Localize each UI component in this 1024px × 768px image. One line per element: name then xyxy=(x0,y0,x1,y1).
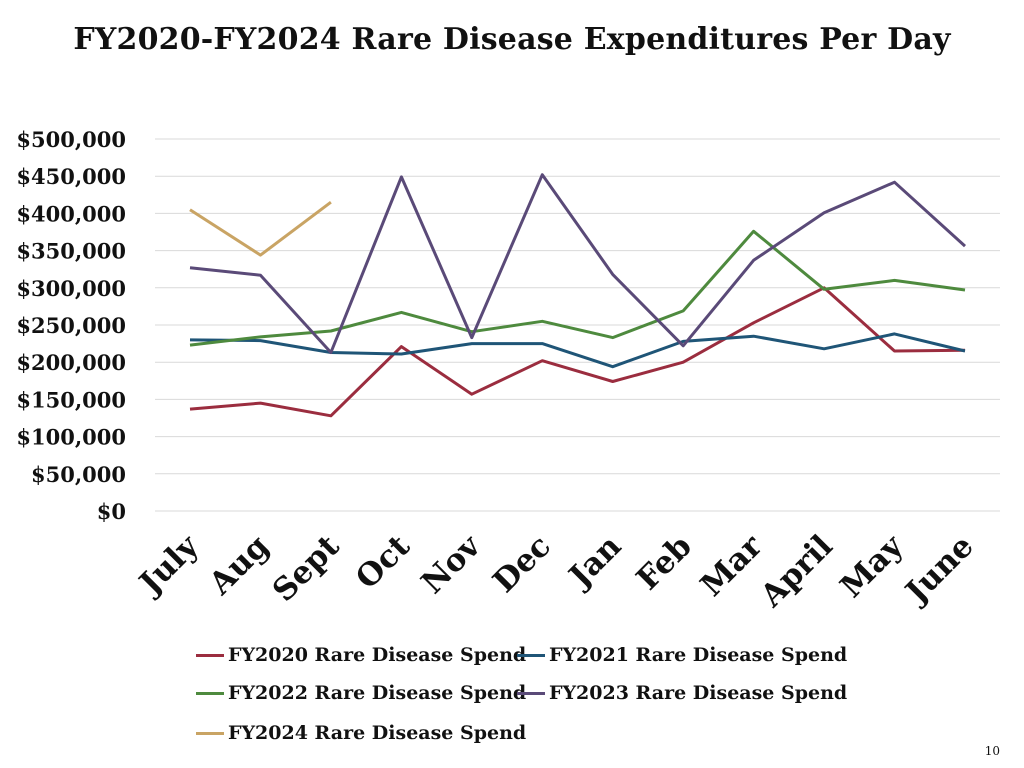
legend-label: FY2020 Rare Disease Spend xyxy=(228,644,527,666)
page-number: 10 xyxy=(984,744,1000,758)
x-tick-label: Dec xyxy=(486,528,558,600)
x-tick-label: Aug xyxy=(202,528,276,602)
y-tick-label: $0 xyxy=(97,499,126,524)
x-tick-label: July xyxy=(131,528,207,604)
series-line-fy2022 xyxy=(189,229,966,347)
legend-label: FY2024 Rare Disease Spend xyxy=(228,722,527,744)
y-tick-label: $50,000 xyxy=(31,462,126,487)
series-line-fy2020 xyxy=(189,286,966,418)
y-axis-tick-labels: $0 $50,000 $100,000 $150,000 $200,000 $250,00… xyxy=(16,127,126,524)
x-tick-label: Sept xyxy=(266,528,347,609)
legend-item: FY2022 Rare Disease Spend xyxy=(196,678,526,708)
legend-item: FY2024 Rare Disease Spend xyxy=(196,718,526,748)
y-tick-label: $100,000 xyxy=(16,425,126,450)
legend-swatch xyxy=(196,653,224,657)
x-tick-label: June xyxy=(897,528,981,612)
x-tick-label: Feb xyxy=(630,528,699,597)
chart-title: FY2020-FY2024 Rare Disease Expenditures … xyxy=(73,22,951,57)
y-tick-label: $200,000 xyxy=(16,350,126,375)
legend-swatch xyxy=(517,653,545,657)
gridlines xyxy=(155,138,1000,512)
legend-item: FY2023 Rare Disease Spend xyxy=(517,678,847,708)
x-tick-label: Oct xyxy=(349,528,418,597)
series-line-fy2023 xyxy=(189,173,967,354)
series-line-fy2021 xyxy=(189,332,966,369)
legend-swatch xyxy=(196,731,224,735)
legend-item: FY2020 Rare Disease Spend xyxy=(196,640,526,670)
y-tick-label: $250,000 xyxy=(16,313,126,338)
line-chart: $0 $50,000 $100,000 $150,000 $200,000 $250,00… xyxy=(16,127,1000,615)
x-tick-label: Nov xyxy=(415,528,489,602)
y-tick-label: $150,000 xyxy=(16,387,126,412)
legend-item: FY2021 Rare Disease Spend xyxy=(517,640,847,670)
y-tick-label: $350,000 xyxy=(16,239,126,264)
legend-label: FY2023 Rare Disease Spend xyxy=(549,682,848,704)
x-tick-label: May xyxy=(834,528,911,605)
y-tick-label: $400,000 xyxy=(16,201,126,226)
y-tick-label: $500,000 xyxy=(16,127,126,152)
legend-swatch xyxy=(517,691,545,695)
legend-label: FY2022 Rare Disease Spend xyxy=(228,682,527,704)
legend-swatch xyxy=(196,691,224,695)
series-line-fy2024 xyxy=(189,201,332,257)
x-tick-label: April xyxy=(753,528,840,615)
legend-label: FY2021 Rare Disease Spend xyxy=(549,644,848,666)
series-lines xyxy=(189,173,967,418)
y-tick-label: $300,000 xyxy=(16,276,126,301)
x-tick-label: Jan xyxy=(560,528,628,596)
y-tick-label: $450,000 xyxy=(16,164,126,189)
